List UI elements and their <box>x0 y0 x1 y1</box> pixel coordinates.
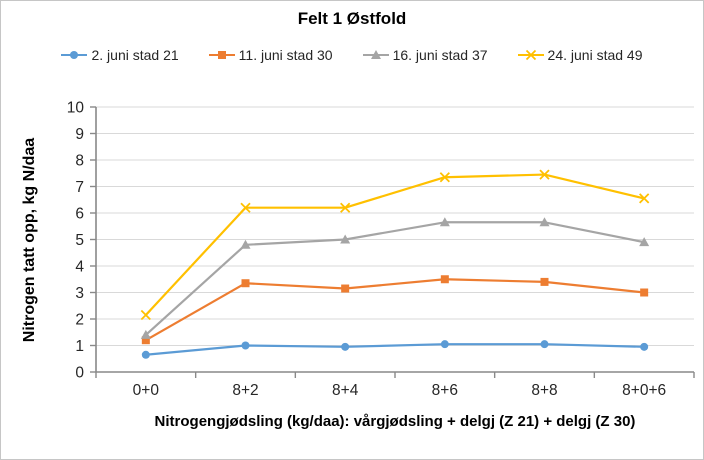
series-line <box>144 173 646 317</box>
legend-item: 11. juni stad 30 <box>208 47 333 63</box>
data-point-triangle <box>140 329 151 339</box>
square-marker-icon <box>208 51 235 59</box>
y-tick-label: 2 <box>75 312 84 329</box>
series-16-juni-stad-37 <box>140 217 650 339</box>
x-tick-label: 8+8 <box>531 382 557 399</box>
data-point-x <box>340 202 351 213</box>
data-point-circle <box>341 342 350 351</box>
data-point-x <box>525 49 536 61</box>
x-axis-title: Nitrogengjødsling (kg/daa): vårgjødsling… <box>154 413 636 430</box>
data-point-triangle <box>340 234 351 244</box>
x-tick-label: 8+0+6 <box>622 382 666 399</box>
y-tick-label: 6 <box>75 206 84 223</box>
legend-label: 24. juni stad 49 <box>547 47 643 63</box>
data-point-square <box>540 277 549 286</box>
series-line <box>144 278 646 342</box>
y-tick-label: 4 <box>75 259 84 276</box>
data-point-x <box>140 309 151 321</box>
series-line <box>144 343 646 356</box>
series-2-juni-stad-21 <box>141 340 649 359</box>
series-24-juni-stad-49 <box>140 169 650 321</box>
legend-label: 11. juni stad 30 <box>238 47 333 63</box>
y-tick-label: 7 <box>75 179 84 196</box>
y-tick-label: 0 <box>75 365 84 382</box>
data-point-triangle <box>639 237 650 247</box>
series-11-juni-stad-30 <box>141 275 649 345</box>
data-point-circle <box>640 342 649 351</box>
data-point-square <box>640 288 649 297</box>
x-marker-icon <box>517 49 544 61</box>
legend: 2. juni stad 21 11. juni stad 30 16. juni … <box>1 47 703 63</box>
x-tick-label: 0+0 <box>133 382 160 399</box>
data-point-circle <box>440 340 449 349</box>
data-point-square <box>241 279 250 288</box>
legend-item: 16. juni stad 37 <box>362 47 488 63</box>
data-point-x <box>639 193 650 204</box>
legend-item: 2. juni stad 21 <box>61 47 179 63</box>
data-point-square <box>217 51 226 59</box>
data-point-circle <box>540 340 549 349</box>
legend-label: 16. juni stad 37 <box>392 47 488 63</box>
data-point-circle <box>70 51 79 59</box>
data-point-triangle <box>539 217 550 227</box>
series-line <box>144 221 646 336</box>
y-tick-label: 10 <box>67 100 85 117</box>
x-tick-label: 8+6 <box>432 382 458 399</box>
triangle-marker-icon <box>362 50 389 59</box>
circle-marker-icon <box>61 51 88 59</box>
data-point-triangle <box>439 217 450 227</box>
data-point-circle <box>141 350 150 359</box>
y-tick-label: 9 <box>75 126 84 143</box>
data-point-circle <box>241 341 250 350</box>
legend-label: 2. juni stad 21 <box>91 47 179 63</box>
x-tick-label: 8+4 <box>332 382 359 399</box>
legend-item: 24. juni stad 49 <box>517 47 643 63</box>
data-point-triangle <box>370 50 381 59</box>
x-tick-label: 8+2 <box>232 382 258 399</box>
y-tick-label: 3 <box>75 285 84 302</box>
data-point-square <box>341 284 350 293</box>
y-axis-title: Nitrogen tatt opp, kg N/daa <box>21 137 38 343</box>
data-point-square <box>440 275 449 284</box>
data-point-x <box>539 169 550 180</box>
data-point-square <box>141 336 150 345</box>
y-tick-label: 8 <box>75 153 84 170</box>
y-tick-label: 5 <box>75 232 84 249</box>
data-point-x <box>439 172 450 183</box>
data-point-triangle <box>240 239 251 249</box>
data-point-x <box>240 202 251 213</box>
y-tick-label: 1 <box>75 338 84 355</box>
chart-title: Felt 1 Østfold <box>297 9 407 28</box>
